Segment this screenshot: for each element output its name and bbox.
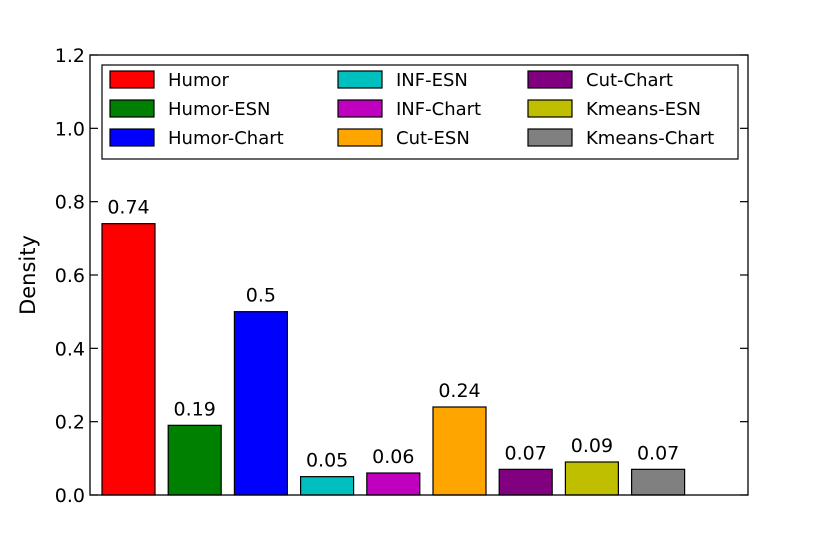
legend-label-humor-chart: Humor-Chart bbox=[168, 128, 284, 149]
y-tick-label: 1.2 bbox=[55, 45, 85, 67]
y-tick-label: 0.6 bbox=[55, 265, 85, 287]
value-label: 0.5 bbox=[246, 285, 276, 307]
value-label: 0.07 bbox=[505, 442, 547, 464]
bar-cut-chart bbox=[498, 468, 553, 496]
value-label: 0.24 bbox=[438, 380, 480, 402]
value-label: 0.09 bbox=[571, 435, 613, 457]
legend: Humor Humor-ESN Humor-Chart INF-ESN INF-Char… bbox=[101, 64, 739, 160]
bar-humor-chart bbox=[233, 311, 288, 496]
bar-cut-esn bbox=[432, 406, 487, 496]
legend-swatch-cut-chart bbox=[527, 70, 573, 89]
y-tick-label: 1.0 bbox=[55, 118, 85, 140]
legend-swatch-humor bbox=[109, 70, 155, 89]
value-labels: 0.74 0.19 0.5 0.05 0.06 0.24 0.07 0.09 0.07 bbox=[107, 197, 679, 472]
bar-inf-chart bbox=[366, 472, 421, 496]
value-label: 0.19 bbox=[174, 398, 216, 420]
legend-label-kmeans-chart: Kmeans-Chart bbox=[586, 128, 714, 149]
legend-swatch-humor-esn bbox=[109, 99, 155, 118]
legend-swatch-cut-esn bbox=[337, 128, 383, 147]
legend-swatch-inf-chart bbox=[337, 99, 383, 118]
value-label: 0.06 bbox=[372, 446, 414, 468]
legend-label-inf-esn: INF-ESN bbox=[396, 70, 468, 91]
plot-frame bbox=[89, 54, 749, 496]
y-tick-label: 0.4 bbox=[55, 338, 85, 360]
legend-swatch-inf-esn bbox=[337, 70, 383, 89]
legend-label-humor-esn: Humor-ESN bbox=[168, 99, 271, 120]
value-label: 0.07 bbox=[637, 442, 679, 464]
bar-inf-esn bbox=[300, 476, 355, 496]
y-axis-label: Density bbox=[16, 235, 40, 315]
value-label: 0.05 bbox=[306, 450, 348, 472]
legend-swatch-kmeans-chart bbox=[527, 128, 573, 147]
y-tick-label: 0.2 bbox=[55, 412, 85, 434]
legend-swatch-humor-chart bbox=[109, 128, 155, 147]
y-tick-label: 0.8 bbox=[55, 192, 85, 214]
y-tick-label: 0.0 bbox=[55, 485, 85, 507]
legend-label-kmeans-esn: Kmeans-ESN bbox=[586, 99, 701, 120]
bar-kmeans-esn bbox=[564, 461, 620, 496]
bars bbox=[101, 223, 686, 496]
bar-humor bbox=[101, 223, 156, 496]
bar-kmeans-chart bbox=[630, 468, 686, 496]
bar-humor-esn bbox=[167, 424, 222, 496]
legend-label-inf-chart: INF-Chart bbox=[396, 99, 481, 120]
legend-swatch-kmeans-esn bbox=[527, 99, 573, 118]
legend-box bbox=[101, 64, 739, 160]
legend-label-humor: Humor bbox=[168, 70, 229, 91]
value-label: 0.74 bbox=[107, 197, 149, 219]
legend-label-cut-esn: Cut-ESN bbox=[396, 128, 470, 149]
legend-label-cut-chart: Cut-Chart bbox=[586, 70, 673, 91]
